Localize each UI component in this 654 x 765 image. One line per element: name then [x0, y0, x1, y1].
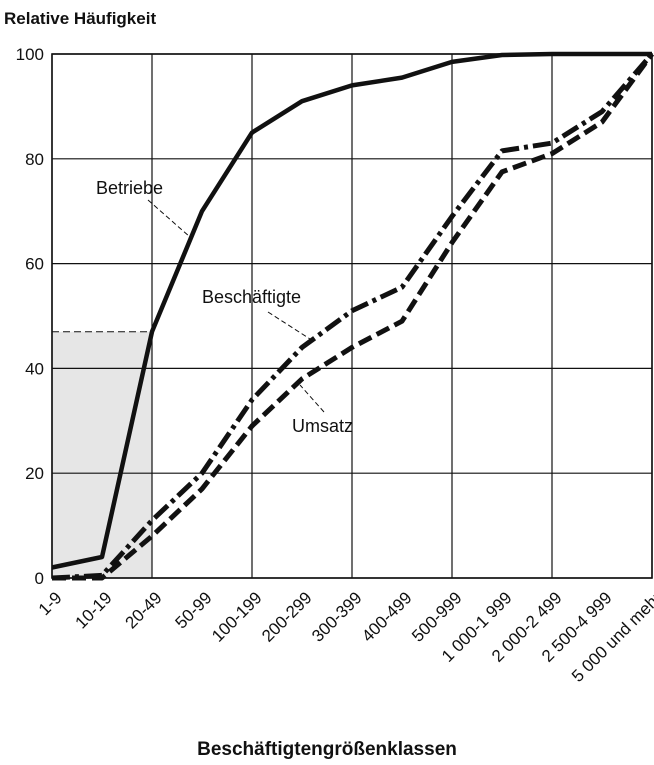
- y-tick-labels: 0 20 40 60 80 100: [16, 45, 44, 588]
- series-line-besch-ftigte: [51, 52, 654, 581]
- x-axis-label: Beschäftigtengrößenklassen: [197, 739, 457, 760]
- plot-frame: [51, 53, 653, 579]
- y-tick-label: 0: [35, 569, 44, 588]
- y-tick-label: 60: [25, 255, 44, 274]
- series-lines: [51, 51, 654, 581]
- x-tick-label: 300-399: [308, 588, 366, 646]
- x-tick-label: 20-49: [121, 588, 165, 632]
- annotation-betriebe: Betriebe: [96, 178, 163, 198]
- x-tick-label: 50-99: [171, 588, 215, 632]
- x-tick-labels: 1-9 10-19 20-49 50-99100-199200-299300-3994…: [35, 588, 654, 686]
- series-annotations: Betriebe Beschäftigte Umsatz: [96, 178, 353, 436]
- series-line-betriebe: [51, 51, 652, 570]
- highlight-guides: [52, 331, 153, 578]
- annotation-beschaeftigte: Beschäftigte: [202, 287, 301, 307]
- x-tick-label: 200-299: [258, 588, 316, 646]
- x-tick-label: 1-9: [35, 588, 66, 619]
- y-tick-label: 100: [16, 45, 44, 64]
- y-tick-label: 20: [25, 464, 44, 483]
- leader-betriebe: [147, 199, 191, 238]
- y-tick-label: 40: [25, 359, 44, 378]
- series-line-umsatz: [52, 52, 654, 581]
- x-tick-label: 400-499: [358, 588, 416, 646]
- y-axis-label: Relative Häufigkeit: [4, 9, 156, 28]
- x-tick-label: 100-199: [208, 588, 266, 646]
- x-tick-label: 10-19: [71, 588, 115, 632]
- leader-umsatz: [299, 384, 325, 413]
- annotation-umsatz: Umsatz: [292, 416, 353, 436]
- leader-beschaeftigte: [267, 311, 311, 340]
- y-tick-label: 80: [25, 150, 44, 169]
